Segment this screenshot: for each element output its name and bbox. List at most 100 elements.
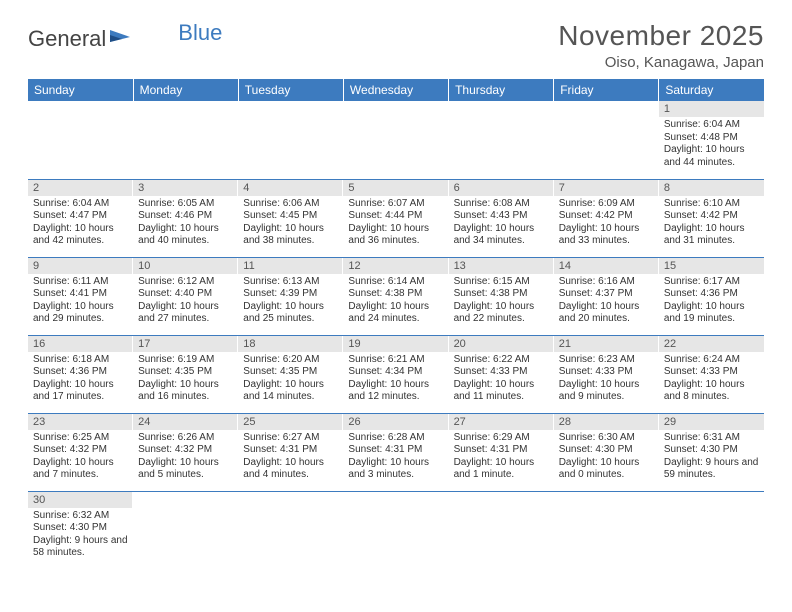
calendar-cell: 15Sunrise: 6:17 AMSunset: 4:36 PMDayligh… [659,257,764,335]
calendar-cell: 17Sunrise: 6:19 AMSunset: 4:35 PMDayligh… [133,335,238,413]
calendar-row: 16Sunrise: 6:18 AMSunset: 4:36 PMDayligh… [28,335,764,413]
sunrise-line: Sunrise: 6:04 AM [33,198,128,211]
flag-icon [108,26,132,52]
sunrise-line: Sunrise: 6:21 AM [348,354,443,367]
weekday-header: Sunday [28,79,133,101]
calendar-body: 1Sunrise: 6:04 AMSunset: 4:48 PMDaylight… [28,101,764,569]
calendar-cell: 10Sunrise: 6:12 AMSunset: 4:40 PMDayligh… [133,257,238,335]
day-details: Sunrise: 6:11 AMSunset: 4:41 PMDaylight:… [28,274,133,330]
calendar-cell: 4Sunrise: 6:06 AMSunset: 4:45 PMDaylight… [238,179,343,257]
calendar-row: 23Sunrise: 6:25 AMSunset: 4:32 PMDayligh… [28,413,764,491]
header: General Blue November 2025 Oiso, Kanagaw… [28,20,764,71]
calendar-cell: 16Sunrise: 6:18 AMSunset: 4:36 PMDayligh… [28,335,133,413]
sunrise-line: Sunrise: 6:11 AM [33,276,128,289]
daylight-line: Daylight: 10 hours and 17 minutes. [33,379,128,404]
daylight-line: Daylight: 10 hours and 42 minutes. [33,223,128,248]
daylight-line: Daylight: 10 hours and 3 minutes. [348,457,443,482]
weekday-header: Wednesday [343,79,448,101]
sunrise-line: Sunrise: 6:19 AM [138,354,233,367]
daylight-line: Daylight: 10 hours and 9 minutes. [559,379,654,404]
calendar-cell: 5Sunrise: 6:07 AMSunset: 4:44 PMDaylight… [343,179,448,257]
day-details: Sunrise: 6:17 AMSunset: 4:36 PMDaylight:… [659,274,764,330]
daylight-line: Daylight: 10 hours and 36 minutes. [348,223,443,248]
calendar-cell [449,101,554,179]
calendar-cell [238,101,343,179]
weekday-header: Thursday [449,79,554,101]
daylight-line: Daylight: 10 hours and 29 minutes. [33,301,128,326]
day-details: Sunrise: 6:24 AMSunset: 4:33 PMDaylight:… [659,352,764,408]
logo-text-blue: Blue [178,20,222,46]
sunrise-line: Sunrise: 6:31 AM [664,432,759,445]
day-details: Sunrise: 6:31 AMSunset: 4:30 PMDaylight:… [659,430,764,486]
day-details: Sunrise: 6:06 AMSunset: 4:45 PMDaylight:… [238,196,343,252]
day-number: 13 [449,258,554,274]
sunrise-line: Sunrise: 6:10 AM [664,198,759,211]
sunset-line: Sunset: 4:35 PM [243,366,338,379]
day-details: Sunrise: 6:19 AMSunset: 4:35 PMDaylight:… [133,352,238,408]
daylight-line: Daylight: 10 hours and 0 minutes. [559,457,654,482]
day-number: 18 [238,336,343,352]
day-number: 26 [343,414,448,430]
calendar-cell: 24Sunrise: 6:26 AMSunset: 4:32 PMDayligh… [133,413,238,491]
daylight-line: Daylight: 10 hours and 14 minutes. [243,379,338,404]
sunset-line: Sunset: 4:31 PM [454,444,549,457]
day-details: Sunrise: 6:16 AMSunset: 4:37 PMDaylight:… [554,274,659,330]
calendar-row: 1Sunrise: 6:04 AMSunset: 4:48 PMDaylight… [28,101,764,179]
sunrise-line: Sunrise: 6:32 AM [33,510,128,523]
sunrise-line: Sunrise: 6:09 AM [559,198,654,211]
sunset-line: Sunset: 4:36 PM [33,366,128,379]
calendar-cell: 26Sunrise: 6:28 AMSunset: 4:31 PMDayligh… [343,413,448,491]
day-details: Sunrise: 6:08 AMSunset: 4:43 PMDaylight:… [449,196,554,252]
sunrise-line: Sunrise: 6:27 AM [243,432,338,445]
calendar-cell [28,101,133,179]
sunset-line: Sunset: 4:46 PM [138,210,233,223]
title-block: November 2025 Oiso, Kanagawa, Japan [558,20,764,71]
calendar-cell: 19Sunrise: 6:21 AMSunset: 4:34 PMDayligh… [343,335,448,413]
day-details: Sunrise: 6:05 AMSunset: 4:46 PMDaylight:… [133,196,238,252]
daylight-line: Daylight: 10 hours and 22 minutes. [454,301,549,326]
calendar-cell [133,101,238,179]
sunset-line: Sunset: 4:32 PM [33,444,128,457]
day-details: Sunrise: 6:21 AMSunset: 4:34 PMDaylight:… [343,352,448,408]
day-number: 16 [28,336,133,352]
calendar-cell: 12Sunrise: 6:14 AMSunset: 4:38 PMDayligh… [343,257,448,335]
calendar-cell [449,491,554,569]
daylight-line: Daylight: 10 hours and 25 minutes. [243,301,338,326]
daylight-line: Daylight: 10 hours and 20 minutes. [559,301,654,326]
calendar-cell: 13Sunrise: 6:15 AMSunset: 4:38 PMDayligh… [449,257,554,335]
calendar-cell [238,491,343,569]
sunrise-line: Sunrise: 6:06 AM [243,198,338,211]
day-number: 2 [28,180,133,196]
sunset-line: Sunset: 4:44 PM [348,210,443,223]
sunrise-line: Sunrise: 6:22 AM [454,354,549,367]
sunset-line: Sunset: 4:31 PM [243,444,338,457]
daylight-line: Daylight: 10 hours and 12 minutes. [348,379,443,404]
daylight-line: Daylight: 10 hours and 24 minutes. [348,301,443,326]
calendar-cell: 1Sunrise: 6:04 AMSunset: 4:48 PMDaylight… [659,101,764,179]
day-details: Sunrise: 6:09 AMSunset: 4:42 PMDaylight:… [554,196,659,252]
day-details: Sunrise: 6:22 AMSunset: 4:33 PMDaylight:… [449,352,554,408]
day-details: Sunrise: 6:13 AMSunset: 4:39 PMDaylight:… [238,274,343,330]
calendar-cell: 6Sunrise: 6:08 AMSunset: 4:43 PMDaylight… [449,179,554,257]
day-details: Sunrise: 6:04 AMSunset: 4:47 PMDaylight:… [28,196,133,252]
sunrise-line: Sunrise: 6:17 AM [664,276,759,289]
calendar-cell: 7Sunrise: 6:09 AMSunset: 4:42 PMDaylight… [554,179,659,257]
daylight-line: Daylight: 10 hours and 27 minutes. [138,301,233,326]
weekday-header-row: Sunday Monday Tuesday Wednesday Thursday… [28,79,764,101]
daylight-line: Daylight: 10 hours and 8 minutes. [664,379,759,404]
day-number: 1 [659,101,764,117]
sunset-line: Sunset: 4:38 PM [454,288,549,301]
sunset-line: Sunset: 4:45 PM [243,210,338,223]
day-details: Sunrise: 6:07 AMSunset: 4:44 PMDaylight:… [343,196,448,252]
sunrise-line: Sunrise: 6:20 AM [243,354,338,367]
day-number: 8 [659,180,764,196]
calendar-row: 2Sunrise: 6:04 AMSunset: 4:47 PMDaylight… [28,179,764,257]
day-number: 20 [449,336,554,352]
day-number: 10 [133,258,238,274]
sunrise-line: Sunrise: 6:12 AM [138,276,233,289]
sunrise-line: Sunrise: 6:14 AM [348,276,443,289]
day-number: 21 [554,336,659,352]
sunrise-line: Sunrise: 6:04 AM [664,119,759,132]
sunset-line: Sunset: 4:39 PM [243,288,338,301]
daylight-line: Daylight: 10 hours and 38 minutes. [243,223,338,248]
